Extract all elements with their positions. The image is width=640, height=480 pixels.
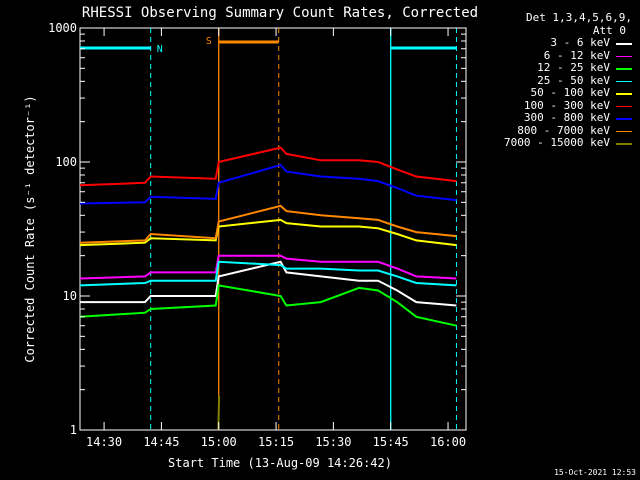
footer-timestamp: 15-Oct-2021 12:53 (554, 468, 636, 477)
series-line (79, 204, 457, 244)
x-tick-label: 14:45 (143, 435, 179, 449)
legend-item-label: 100 - 300 keV (523, 98, 610, 112)
y-axis-label: Corrected Count Rate (s⁻¹ detector⁻¹) (23, 95, 37, 362)
legend-item: 800 - 7000 keV (478, 123, 632, 138)
y-tick-label: 1 (70, 423, 77, 437)
x-tick-label: 15:00 (201, 435, 237, 449)
x-axis-label: Start Time (13-Aug-09 14:26:42) (168, 456, 392, 470)
legend-item: 100 - 300 keV (478, 98, 632, 113)
legend-swatch (616, 55, 632, 57)
legend-item-label: 25 - 50 keV (537, 73, 610, 87)
series-line (80, 260, 457, 307)
legend-swatch (616, 105, 632, 107)
legend-header-detectors: Det 1,3,4,5,6,9, (526, 11, 632, 24)
x-tick-label: 14:30 (86, 435, 122, 449)
legend-swatch (616, 143, 632, 145)
legend-item-label: 6 - 12 keV (543, 48, 610, 62)
legend-item: 7000 - 15000 keV (478, 136, 632, 150)
plot-frame (79, 27, 467, 431)
x-tick-label: 15:45 (373, 435, 409, 449)
legend: Det 1,3,4,5,6,9, Att 0 3 - 6 keV 6 - 12 k… (478, 11, 632, 150)
saa-label: S (206, 36, 212, 47)
legend-swatch (616, 43, 632, 45)
series-line (79, 284, 457, 327)
series-line (79, 218, 457, 247)
legend-item-label: 3 - 6 keV (550, 36, 610, 49)
legend-item: 25 - 50 keV (478, 73, 632, 88)
series-line (79, 163, 457, 205)
legend-swatch (616, 68, 632, 70)
legend-swatch (616, 130, 632, 132)
legend-swatch (616, 93, 632, 95)
legend-item: 6 - 12 keV (478, 48, 632, 63)
legend-item-label: 800 - 7000 keV (517, 123, 610, 137)
y-tick-label: 10 (63, 289, 77, 303)
x-tick-label: 16:00 (430, 435, 466, 449)
legend-item: 12 - 25 keV (478, 61, 632, 75)
legend-item: 50 - 100 keV (478, 86, 632, 100)
y-tick-label: 1000 (48, 21, 77, 35)
series-line (79, 146, 457, 187)
series-line (79, 260, 457, 287)
legend-item-label: 50 - 100 keV (530, 86, 610, 99)
legend-item-label: 7000 - 15000 keV (504, 136, 610, 149)
legend-header-attenuator: Att 0 (592, 23, 626, 37)
x-tick-label: 15:30 (315, 435, 351, 449)
y-tick-label: 100 (55, 155, 77, 169)
x-tick-label: 15:15 (258, 435, 294, 449)
legend-swatch (616, 80, 632, 82)
chart-title: RHESSI Observing Summary Count Rates, Co… (82, 5, 478, 21)
legend-item: 3 - 6 keV (478, 36, 632, 50)
legend-swatch (616, 118, 632, 120)
legend-item: 300 - 800 keV (478, 111, 632, 125)
legend-item-label: 300 - 800 keV (523, 111, 610, 124)
series-line (79, 254, 457, 280)
legend-item-label: 12 - 25 keV (537, 61, 610, 74)
night-label: N (157, 44, 163, 55)
